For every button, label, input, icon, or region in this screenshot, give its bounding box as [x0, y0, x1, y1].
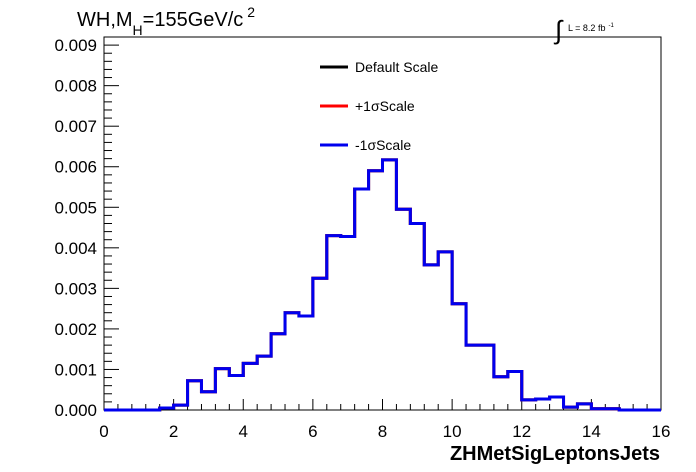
y-tick-label: 0.001: [54, 360, 97, 379]
title-main: WH,M: [77, 9, 133, 31]
x-tick-label: 0: [99, 422, 108, 441]
y-tick-label: 0.006: [54, 158, 97, 177]
chart-title: WH,MH=155GeV/c 2: [77, 4, 255, 38]
y-tick-label: 0.003: [54, 279, 97, 298]
x-tick-label: 8: [378, 422, 387, 441]
y-tick-label: 0.002: [54, 320, 97, 339]
series-layer: [104, 158, 661, 412]
series-line-2: [104, 158, 661, 412]
y-tick-label: 0.000: [54, 401, 97, 420]
y-tick-label: 0.007: [54, 117, 97, 136]
x-tick-label: 16: [652, 422, 671, 441]
x-tick-label: 6: [308, 422, 317, 441]
lumi-label: L = 8.2 fb -1: [568, 23, 614, 33]
legend-entry-label: +1σScale: [355, 98, 415, 114]
y-tick-label: 0.008: [54, 77, 97, 96]
y-tick-label: 0.005: [54, 198, 97, 217]
y-axis-ticks: 0.000 0.001 0.002 0.003 0.004 0.005 0.006 0.007…: [54, 36, 119, 420]
integral-sign: ∫: [553, 15, 564, 45]
x-axis-label: ZHMetSigLeptonsJets: [450, 443, 660, 465]
legend: Default Scale +1σScale -1σScale: [320, 59, 438, 153]
title-tail: =155GeV/c: [143, 9, 244, 31]
title-superscript: 2: [247, 4, 255, 20]
x-tick-label: 10: [443, 422, 462, 441]
x-axis-ticks: 0 2 4 6 8 10 12 14 16: [99, 399, 670, 441]
y-tick-label: 0.009: [54, 36, 97, 55]
legend-entry-label: Default Scale: [355, 59, 438, 75]
x-tick-label: 4: [239, 422, 248, 441]
x-tick-label: 14: [582, 422, 601, 441]
x-tick-label: 2: [169, 422, 178, 441]
lumi-annotation: ∫ L = 8.2 fb -1: [553, 15, 614, 45]
x-tick-label: 12: [512, 422, 531, 441]
legend-entry-label: -1σScale: [355, 137, 411, 153]
y-tick-label: 0.004: [54, 239, 97, 258]
title-subscript: H: [133, 22, 143, 38]
